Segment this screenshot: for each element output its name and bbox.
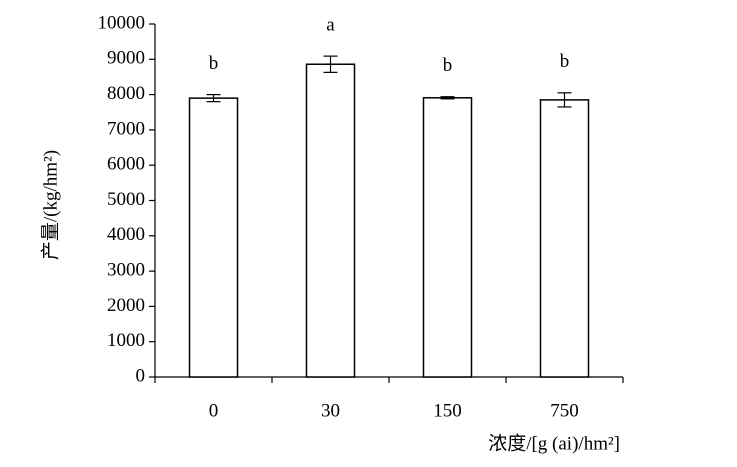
y-tick-label: 4000 bbox=[107, 224, 145, 245]
x-axis-label: 浓度/[g (ai)/hm²] bbox=[488, 432, 620, 454]
y-tick-label: 6000 bbox=[107, 154, 145, 175]
y-tick-label: 3000 bbox=[107, 259, 145, 280]
significance-label: b bbox=[443, 55, 453, 76]
y-tick-label: 2000 bbox=[107, 295, 145, 316]
y-tick-label: 7000 bbox=[107, 118, 145, 139]
significance-label: b bbox=[209, 53, 219, 74]
y-tick-label: 5000 bbox=[107, 189, 145, 210]
y-tick-label: 8000 bbox=[107, 83, 145, 104]
bar bbox=[188, 97, 239, 378]
significance-label: a bbox=[326, 14, 335, 35]
x-tick-label: 30 bbox=[321, 400, 340, 421]
y-tick-label: 0 bbox=[136, 365, 146, 386]
bar bbox=[305, 63, 356, 378]
y-axis-label: 产量/(kg/hm²) bbox=[39, 150, 61, 260]
y-tick-label: 10000 bbox=[98, 12, 146, 33]
significance-label: b bbox=[560, 51, 570, 72]
bar bbox=[539, 99, 590, 378]
x-tick-label: 750 bbox=[550, 400, 579, 421]
x-tick-label: 150 bbox=[433, 400, 462, 421]
x-tick-label: 0 bbox=[209, 400, 219, 421]
y-tick-label: 1000 bbox=[107, 330, 145, 351]
y-tick-label: 9000 bbox=[107, 48, 145, 69]
bar bbox=[422, 97, 473, 378]
